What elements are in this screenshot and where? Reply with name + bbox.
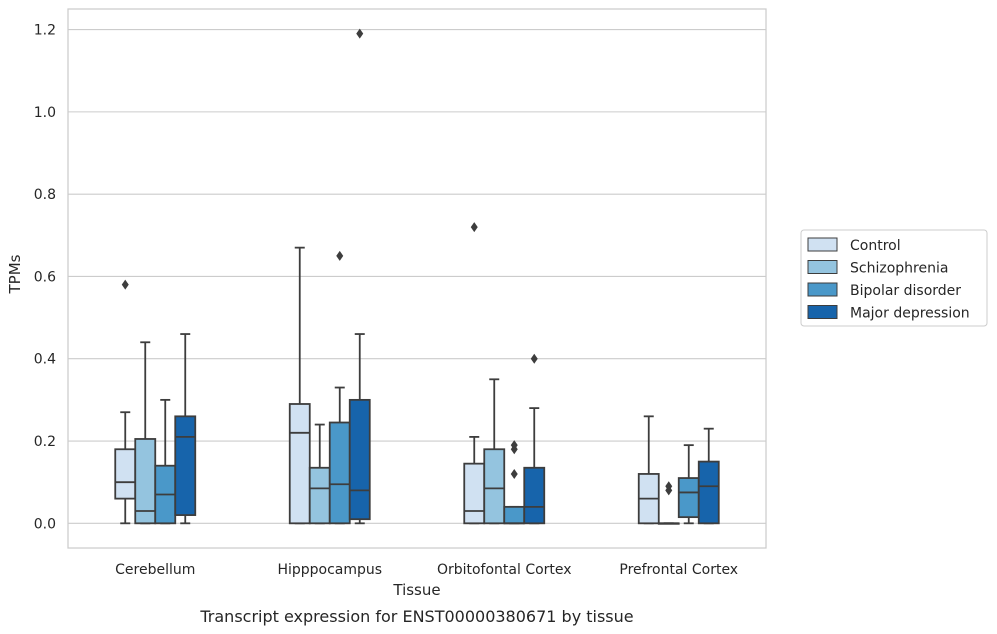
- y-tick-label: 0.8: [34, 187, 56, 203]
- category-group: [288, 28, 371, 525]
- outlier-point: [121, 279, 129, 290]
- iqr-box: [697, 460, 720, 525]
- legend-swatch: [807, 282, 838, 297]
- iqr-box: [114, 448, 137, 500]
- y-tick-label: 0.2: [34, 434, 56, 450]
- legend-label: Bipolar disorder: [850, 283, 961, 299]
- box-bipolar-disorder: [328, 250, 351, 525]
- x-axis-ticks: Cerebellum Hipppocampus Orbitofontal Corte…: [115, 562, 738, 578]
- box-schizophrenia: [134, 341, 157, 525]
- box-control: [637, 415, 660, 525]
- outlier-point: [510, 468, 518, 479]
- outlier-point: [336, 250, 344, 261]
- iqr-box: [483, 448, 506, 525]
- y-tick-label: 1.0: [34, 105, 56, 121]
- box-major-depression: [348, 28, 371, 525]
- iqr-box: [463, 462, 486, 525]
- x-tick-label: Cerebellum: [115, 562, 195, 578]
- iqr-box: [328, 421, 351, 525]
- y-axis-label: TPMs: [6, 254, 24, 294]
- box-control: [288, 246, 311, 525]
- box-schizophrenia: [657, 481, 680, 525]
- iqr-box: [308, 466, 331, 525]
- box-bipolar-disorder: [154, 398, 177, 525]
- outlier-point: [665, 481, 673, 492]
- iqr-box: [503, 505, 526, 525]
- legend-label: Major depression: [850, 306, 970, 322]
- box-schizophrenia: [483, 378, 506, 525]
- legend-swatch: [807, 260, 838, 274]
- outlier-point: [356, 28, 364, 39]
- legend-swatch: [807, 305, 838, 319]
- legend-label: Control: [850, 238, 901, 254]
- outlier-point: [470, 222, 478, 233]
- category-group: [637, 415, 720, 525]
- iqr-box: [677, 477, 700, 519]
- box-bipolar-disorder: [503, 440, 526, 525]
- x-tick-label: Hipppocampus: [277, 562, 382, 578]
- y-tick-label: 0.4: [34, 352, 56, 368]
- box-control: [114, 279, 137, 525]
- x-tick-label: Orbitofontal Cortex: [437, 562, 572, 578]
- plot-area-frame: [67, 8, 767, 549]
- iqr-box: [174, 415, 197, 516]
- box-control: [463, 222, 486, 525]
- category-group: [114, 279, 197, 525]
- category-group: [463, 222, 546, 525]
- box-major-depression: [697, 427, 720, 525]
- iqr-box: [523, 466, 546, 525]
- outlier-point: [530, 353, 538, 364]
- x-axis-label: Tissue: [392, 581, 440, 599]
- y-tick-label: 0.6: [34, 269, 56, 285]
- legend-label: Schizophrenia: [850, 261, 948, 277]
- y-tick-label: 0.0: [34, 516, 56, 532]
- iqr-box: [348, 398, 371, 521]
- legend: Control Schizophrenia Bipolar disorder Majo…: [800, 229, 988, 327]
- box-plot-groups: [114, 28, 720, 525]
- box-major-depression: [174, 333, 197, 525]
- x-tick-label: Prefrontal Cortex: [619, 562, 738, 578]
- box-major-depression: [523, 353, 546, 525]
- chart-caption: Transcript expression for ENST0000038067…: [199, 607, 633, 626]
- y-axis-ticks: 0.0 0.2 0.4 0.6 0.8 1.0 1.2: [34, 23, 56, 533]
- box-schizophrenia: [308, 423, 331, 525]
- iqr-box: [288, 403, 311, 525]
- outlier-point: [510, 440, 518, 451]
- box-bipolar-disorder: [677, 444, 700, 525]
- gridlines: [68, 29, 766, 524]
- legend-frame: [800, 229, 988, 327]
- y-tick-label: 1.2: [34, 23, 56, 39]
- legend-swatch: [807, 237, 838, 252]
